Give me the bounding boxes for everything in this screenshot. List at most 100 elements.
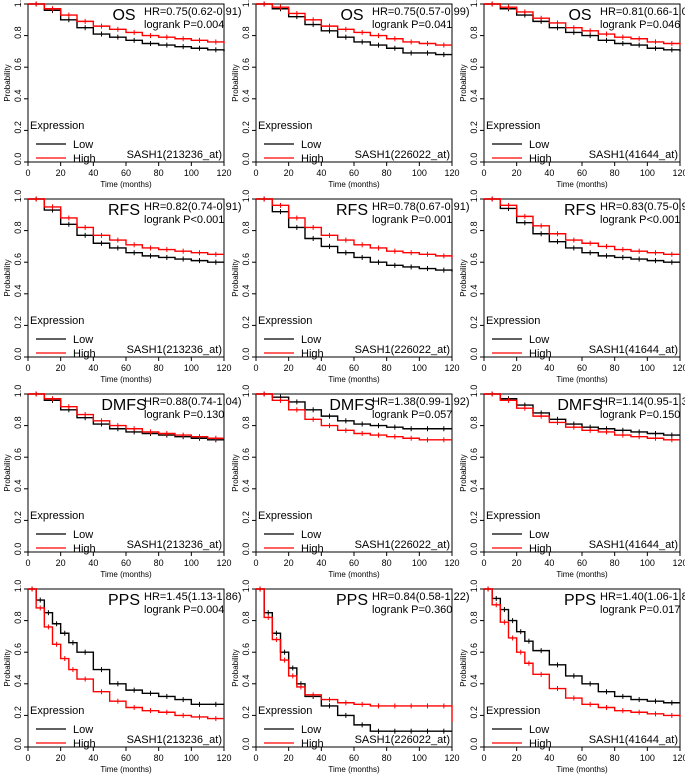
y-tick-label: 0.8 — [13, 416, 23, 429]
y-tick-label: 0.6 — [13, 643, 23, 656]
km-panel: 0.0 0.2 0.4 0.6 0.8 1.0 0 20 40 60 80 100 120 Time (m… — [459, 190, 685, 384]
x-tick-label: 20 — [56, 168, 66, 178]
x-tick-label: 60 — [121, 168, 131, 178]
km-curve-high — [28, 393, 224, 439]
x-tick-label: 80 — [382, 753, 392, 763]
y-tick-label: 0.2 — [241, 706, 251, 719]
y-tick-label: 0.4 — [469, 675, 479, 688]
logrank-p: logrank P<0.001 — [144, 214, 224, 226]
x-tick-label: 120 — [216, 753, 231, 763]
y-tick-label: 0.4 — [13, 480, 23, 493]
logrank-p: logrank P=0.360 — [372, 604, 452, 616]
legend-label-low: Low — [301, 724, 321, 736]
x-tick-label: 100 — [640, 363, 655, 373]
y-tick-label: 0.8 — [469, 26, 479, 39]
y-tick-label: 1.0 — [241, 0, 251, 7]
y-tick-label: 0.2 — [469, 511, 479, 524]
y-tick-label: 0.0 — [241, 543, 251, 556]
y-tick-label: 0.6 — [469, 253, 479, 266]
y-axis-label: Probability — [3, 454, 12, 491]
legend-label-low: Low — [73, 529, 93, 541]
logrank-p: logrank P=0.041 — [372, 19, 452, 31]
endpoint-label: OS — [112, 7, 135, 24]
hazard-ratio: HR=0.88(0.74-1.04) — [144, 396, 242, 408]
legend-label-high: High — [73, 543, 96, 555]
x-tick-label: 0 — [25, 753, 30, 763]
km-curve-high — [256, 588, 453, 722]
km-panel: 0.0 0.2 0.4 0.6 0.8 1.0 0 20 40 60 80 100 120 Time (m… — [231, 385, 470, 579]
km-curve-high — [28, 3, 225, 44]
endpoint-label: RFS — [564, 202, 596, 219]
x-tick-label: 100 — [184, 168, 199, 178]
x-tick-label: 0 — [253, 168, 258, 178]
x-tick-label: 40 — [544, 363, 554, 373]
km-curve-low — [28, 3, 225, 52]
x-tick-label: 80 — [382, 168, 392, 178]
x-tick-label: 60 — [121, 558, 131, 568]
hazard-ratio: HR=1.40(1.06-1.84) — [600, 591, 685, 603]
y-tick-label: 0.0 — [13, 543, 23, 556]
x-tick-label: 20 — [284, 168, 294, 178]
y-tick-label: 0.2 — [13, 316, 23, 329]
x-tick-label: 100 — [412, 168, 427, 178]
y-tick-label: 0.6 — [241, 58, 251, 71]
y-tick-label: 1.0 — [241, 580, 251, 593]
y-tick-label: 0.6 — [13, 448, 23, 461]
y-tick-label: 0.4 — [469, 285, 479, 298]
legend-title: Expression — [30, 510, 84, 522]
x-tick-label: 80 — [154, 168, 164, 178]
probe-label: SASH1(41644_at) — [589, 734, 678, 746]
x-tick-label: 40 — [544, 558, 554, 568]
x-tick-label: 0 — [481, 558, 486, 568]
x-tick-label: 20 — [512, 363, 522, 373]
y-tick-label: 0.8 — [241, 221, 251, 234]
legend-label-high: High — [73, 348, 96, 360]
y-axis-label: Probability — [3, 259, 12, 296]
km-panel: 0.0 0.2 0.4 0.6 0.8 1.0 0 20 40 60 80 100 120 Time (m… — [231, 580, 470, 774]
km-curve-high — [484, 3, 681, 46]
hazard-ratio: HR=1.38(0.99-1.92) — [372, 396, 470, 408]
x-tick-label: 120 — [672, 753, 685, 763]
y-tick-label: 0.4 — [241, 90, 251, 103]
x-tick-label: 0 — [253, 753, 258, 763]
x-tick-label: 120 — [672, 558, 685, 568]
x-tick-label: 60 — [577, 168, 587, 178]
logrank-p: logrank P=0.150 — [600, 409, 680, 421]
x-tick-label: 120 — [672, 363, 685, 373]
y-tick-label: 0.4 — [469, 480, 479, 493]
x-tick-label: 100 — [184, 558, 199, 568]
km-curve-high — [484, 588, 681, 717]
x-tick-label: 100 — [412, 753, 427, 763]
x-tick-label: 60 — [349, 558, 359, 568]
legend-label-high: High — [73, 738, 96, 750]
legend-title: Expression — [258, 510, 312, 522]
x-axis-label: Time (months) — [556, 765, 608, 774]
endpoint-label: RFS — [336, 202, 368, 219]
legend-label-high: High — [529, 153, 552, 165]
endpoint-label: PPS — [564, 592, 596, 609]
x-tick-label: 0 — [253, 363, 258, 373]
legend-label-low: Low — [529, 334, 549, 346]
x-axis-label: Time (months) — [328, 180, 380, 189]
km-curve-low — [484, 3, 681, 52]
probe-label: SASH1(226022_at) — [355, 734, 450, 746]
x-axis-label: Time (months) — [328, 765, 380, 774]
legend-label-high: High — [529, 543, 552, 555]
x-tick-label: 20 — [284, 558, 294, 568]
km-curve-low — [28, 198, 224, 263]
y-tick-label: 1.0 — [469, 190, 479, 203]
y-tick-label: 0.2 — [241, 121, 251, 134]
x-tick-label: 100 — [412, 363, 427, 373]
x-tick-label: 120 — [444, 363, 459, 373]
x-tick-label: 80 — [154, 753, 164, 763]
x-axis-label: Time (months) — [328, 375, 380, 384]
legend-label-high: High — [529, 348, 552, 360]
x-tick-label: 80 — [610, 363, 620, 373]
hazard-ratio: HR=0.78(0.67-0.91) — [372, 201, 470, 213]
x-tick-label: 0 — [25, 363, 30, 373]
y-tick-label: 0.2 — [13, 121, 23, 134]
probe-label: SASH1(41644_at) — [589, 344, 678, 356]
x-tick-label: 20 — [56, 558, 66, 568]
x-tick-label: 80 — [610, 168, 620, 178]
legend-label-high: High — [529, 738, 552, 750]
